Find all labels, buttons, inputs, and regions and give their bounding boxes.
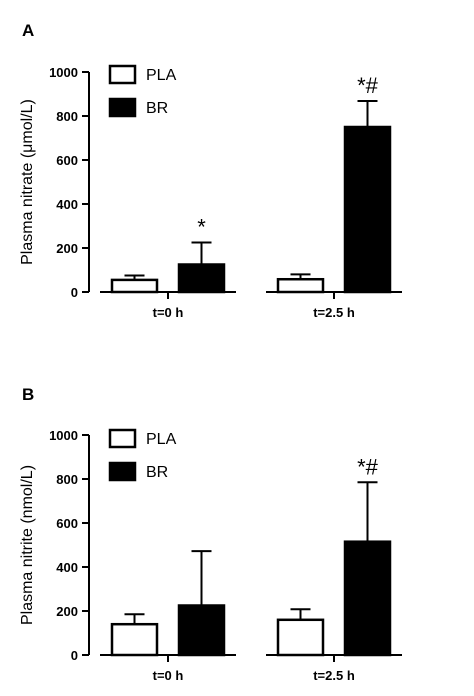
y-axis-label: Plasma nitrate (μmol/L) [19,99,36,265]
bar-br [343,540,392,657]
legend-label-br: BR [146,100,168,117]
chart-panel-a: A Plasma nitrate (μmol/L) 0 200 400 600 800 100… [19,21,402,320]
x-tick-label: t=0 h [153,305,184,320]
y-tick-label: 600 [56,516,78,531]
legend-swatch-br [108,461,137,482]
panel-letter: A [22,21,34,40]
significance-marker: *# [357,73,379,98]
legend-label-br: BR [146,464,168,481]
bar-pla [110,622,159,657]
bar-pla [276,277,325,294]
y-tick-label: 800 [56,472,78,487]
y-tick-label: 200 [56,604,78,619]
legend-swatch-br [108,97,137,118]
x-tick-label: t=2.5 h [313,668,355,683]
y-tick-label: 600 [56,153,78,168]
x-tick-label: t=0 h [153,668,184,683]
x-tick-label: t=2.5 h [313,305,355,320]
y-tick-label: 0 [71,648,78,663]
y-tick-label: 800 [56,109,78,124]
y-tick-label: 1000 [49,65,78,80]
y-tick-label: 0 [71,285,78,300]
bar-br [343,125,392,294]
y-tick-label: 400 [56,560,78,575]
chart-panel-b: B Plasma nitrite (nmol/L) 0 200 400 600 800 100… [19,385,402,683]
y-tick-label: 1000 [49,428,78,443]
bar-br [177,604,226,657]
y-tick-label: 400 [56,197,78,212]
y-tick-label: 200 [56,241,78,256]
bar-br [177,263,226,294]
legend-swatch-pla [108,64,137,85]
significance-marker: *# [357,454,379,479]
legend-label-pla: PLA [146,431,177,448]
bar-pla [110,278,159,294]
bar-pla [276,618,325,657]
panel-letter: B [22,385,34,404]
significance-marker: * [197,215,206,240]
legend-swatch-pla [108,428,137,449]
legend-label-pla: PLA [146,67,177,84]
y-axis-label: Plasma nitrite (nmol/L) [19,465,36,625]
